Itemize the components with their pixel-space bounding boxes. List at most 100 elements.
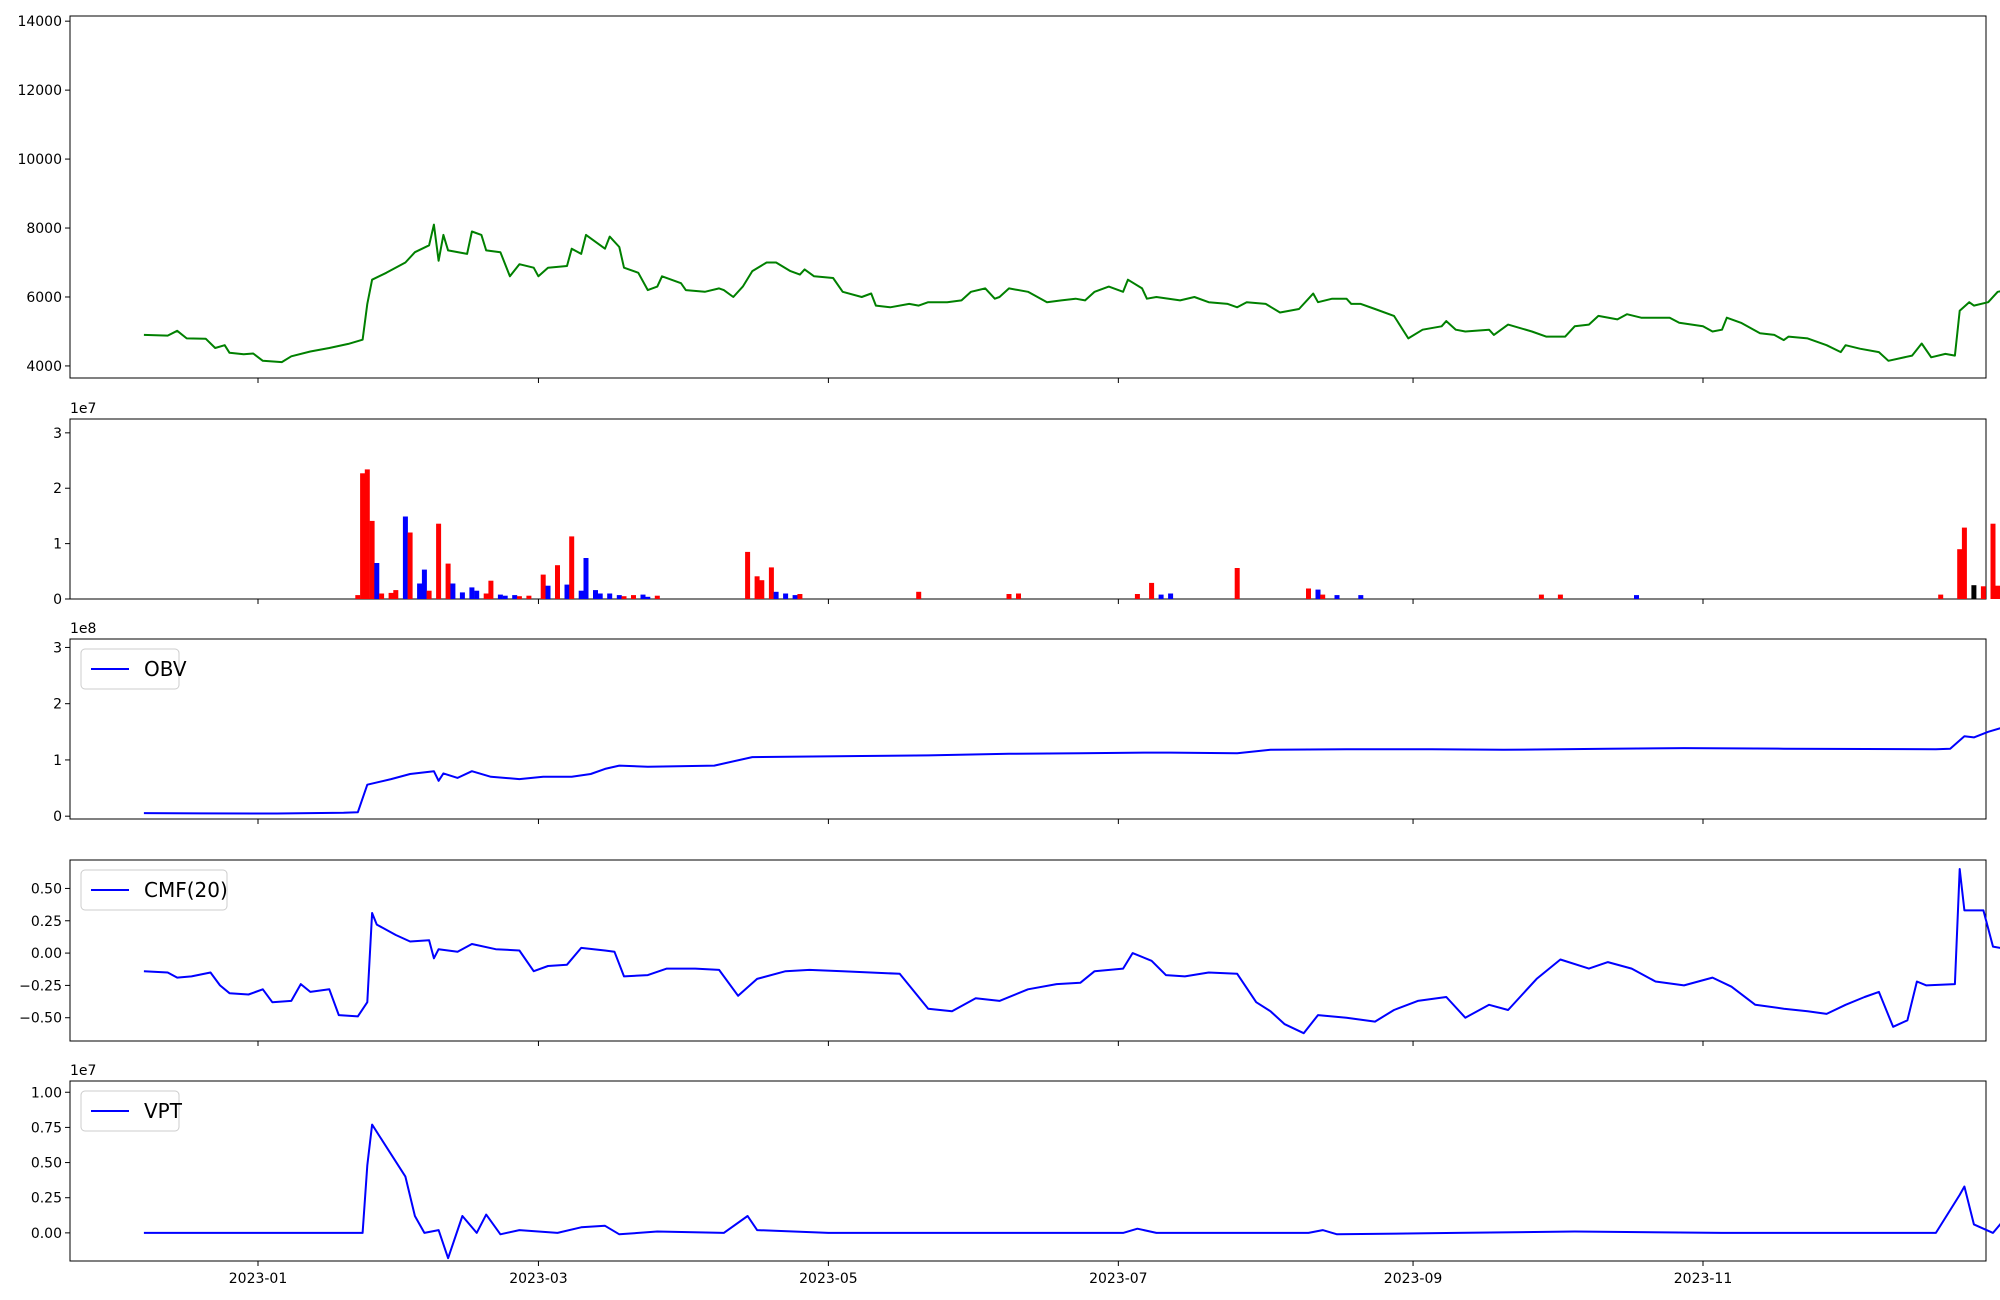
volume-bar bbox=[773, 591, 779, 599]
volume-bar bbox=[607, 593, 613, 599]
volume-bar bbox=[474, 590, 480, 599]
volume-scale-label: 1e7 bbox=[70, 401, 96, 417]
volume-bar bbox=[360, 473, 366, 599]
volume-bar bbox=[469, 587, 475, 599]
price-ytick-label: 14000 bbox=[17, 14, 62, 30]
vpt-legend-label: VPT bbox=[144, 1099, 183, 1123]
volume-bar bbox=[621, 596, 627, 599]
cmf-plot-frame bbox=[69, 859, 1987, 1042]
cmf-ytick-label: 0.50 bbox=[31, 881, 62, 897]
volume-bar bbox=[1557, 594, 1563, 599]
volume-bar bbox=[783, 593, 789, 599]
volume-bar bbox=[583, 558, 589, 599]
volume-bar bbox=[1995, 585, 2000, 599]
volume-bar bbox=[768, 567, 774, 599]
volume-ytick-label: 0 bbox=[53, 592, 62, 608]
price-ytick-label: 6000 bbox=[26, 290, 62, 306]
volume-bar bbox=[393, 590, 399, 599]
obv-legend-label: OBV bbox=[144, 657, 187, 681]
volume-bar bbox=[754, 576, 760, 599]
volume-bar bbox=[450, 583, 456, 599]
volume-bar bbox=[502, 595, 508, 599]
volume-bar bbox=[364, 469, 370, 599]
volume-bar bbox=[1158, 594, 1164, 599]
cmf-legend-label: CMF(20) bbox=[144, 878, 228, 902]
obv-series-line bbox=[143, 727, 2000, 815]
volume-bar bbox=[1358, 595, 1364, 599]
obv-ytick-label: 3 bbox=[53, 640, 62, 656]
volume-bar bbox=[1134, 594, 1140, 599]
price-plot-frame bbox=[69, 15, 1987, 379]
volume-bar bbox=[388, 592, 394, 599]
xtick-label: 2023-05 bbox=[799, 1271, 858, 1287]
volume-bar bbox=[426, 590, 432, 599]
volume-bar bbox=[1957, 549, 1963, 599]
volume-bar bbox=[616, 595, 622, 599]
volume-bar bbox=[497, 594, 503, 599]
volume-bar bbox=[417, 583, 423, 599]
volume-bar bbox=[916, 591, 922, 599]
volume-bar bbox=[1320, 594, 1326, 599]
xtick-label: 2023-01 bbox=[229, 1271, 288, 1287]
cmf-ytick-label: −0.50 bbox=[19, 1011, 62, 1027]
obv-plot-frame bbox=[69, 638, 1987, 820]
volume-bar bbox=[569, 536, 575, 599]
volume-bar bbox=[555, 565, 560, 599]
volume-bar bbox=[593, 590, 598, 599]
volume-bar bbox=[745, 551, 751, 599]
volume-bar bbox=[1990, 523, 1996, 599]
obv-legend: OBV bbox=[80, 648, 187, 690]
volume-bar bbox=[797, 594, 803, 599]
volume-bar bbox=[1315, 589, 1321, 599]
vpt-legend-box bbox=[80, 1090, 180, 1132]
vpt-ytick-label: 1.00 bbox=[31, 1085, 62, 1101]
vpt-ytick-label: 0.75 bbox=[31, 1120, 62, 1136]
volume-bar bbox=[483, 593, 489, 599]
volume-bar bbox=[1538, 594, 1544, 599]
volume-bar bbox=[654, 595, 660, 599]
volume-bar bbox=[1971, 585, 1977, 599]
volume-bar bbox=[1234, 568, 1240, 599]
volume-bar bbox=[631, 595, 636, 599]
volume-bar bbox=[436, 523, 442, 599]
volume-bar bbox=[1168, 593, 1174, 599]
vpt-scale-label: 1e7 bbox=[70, 1063, 96, 1079]
vpt-ytick-label: 0.00 bbox=[31, 1226, 62, 1242]
obv-ytick-label: 0 bbox=[53, 809, 62, 825]
volume-ytick-label: 1 bbox=[53, 537, 62, 553]
volume-bar bbox=[526, 595, 532, 599]
volume-bar bbox=[355, 595, 361, 599]
volume-bar bbox=[1980, 586, 1986, 599]
xtick-label: 2023-07 bbox=[1089, 1271, 1148, 1287]
volume-bar bbox=[512, 595, 518, 599]
volume-bar bbox=[759, 580, 765, 599]
cmf-ytick-label: 0.00 bbox=[31, 946, 62, 962]
volume-bar bbox=[516, 596, 522, 599]
cmf-legend-box bbox=[80, 869, 228, 911]
volume-bar bbox=[1961, 527, 1967, 599]
vpt-ytick-label: 0.25 bbox=[31, 1191, 62, 1207]
volume-bar bbox=[1634, 595, 1639, 599]
obv-legend-box bbox=[80, 648, 180, 690]
volume-bar bbox=[564, 584, 570, 599]
price-series-line bbox=[143, 223, 2000, 364]
xtick-label: 2023-11 bbox=[1674, 1271, 1733, 1287]
price-ytick-label: 12000 bbox=[17, 83, 62, 99]
volume-bar bbox=[1149, 582, 1155, 599]
volume-bar bbox=[488, 580, 494, 599]
volume-bar bbox=[1006, 594, 1012, 599]
volume-bar bbox=[540, 574, 546, 599]
vpt-series-line bbox=[143, 1123, 2000, 1260]
volume-bar bbox=[578, 590, 584, 599]
volume-bar bbox=[369, 520, 375, 599]
price-ytick-label: 10000 bbox=[17, 152, 62, 168]
volume-bar bbox=[407, 532, 413, 599]
cmf-series-line bbox=[143, 868, 2000, 1035]
vpt-legend: VPT bbox=[80, 1090, 183, 1132]
volume-bar bbox=[1306, 588, 1311, 599]
volume-bar bbox=[597, 593, 603, 599]
cmf-ytick-label: 0.25 bbox=[31, 914, 62, 930]
volume-bar bbox=[421, 569, 427, 599]
volume-bar bbox=[1016, 593, 1021, 599]
